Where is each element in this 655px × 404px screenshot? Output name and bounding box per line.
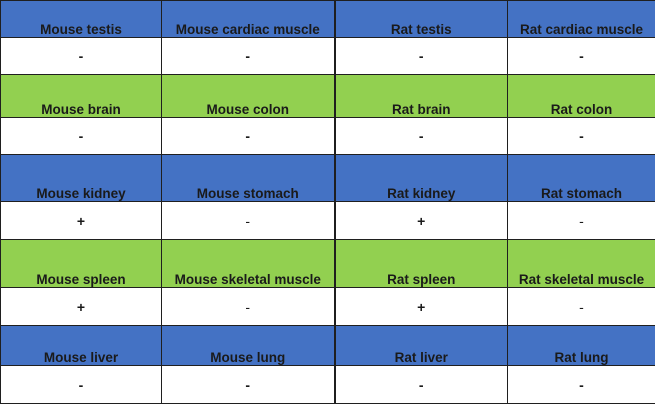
tissue-header-rat-skeletal-muscle: Rat skeletal muscle — [508, 240, 655, 288]
value-row: ---- — [1, 118, 655, 155]
tissue-header-rat-spleen: Rat spleen — [335, 240, 508, 288]
tissue-header-mouse-spleen: Mouse spleen — [1, 240, 162, 288]
tissue-header-mouse-stomach: Mouse stomach — [162, 155, 335, 202]
tissue-header-rat-colon: Rat colon — [508, 75, 655, 118]
value-row: +-+- — [1, 288, 655, 326]
expression-value-rat-testis: - — [335, 38, 508, 75]
expression-value-mouse-skeletal-muscle: - — [162, 288, 335, 326]
expression-value-rat-stomach: - — [508, 202, 655, 240]
tissue-header-mouse-testis: Mouse testis — [1, 1, 162, 38]
expression-value-mouse-stomach: - — [162, 202, 335, 240]
expression-value-rat-kidney: + — [335, 202, 508, 240]
tissue-header-mouse-cardiac-muscle: Mouse cardiac muscle — [162, 1, 335, 38]
tissue-header-rat-kidney: Rat kidney — [335, 155, 508, 202]
expression-value-mouse-colon: - — [162, 118, 335, 155]
expression-value-mouse-spleen: + — [1, 288, 162, 326]
expression-value-rat-spleen: + — [335, 288, 508, 326]
expression-value-rat-brain: - — [335, 118, 508, 155]
tissue-header-rat-cardiac-muscle: Rat cardiac muscle — [508, 1, 655, 38]
tissue-header-mouse-brain: Mouse brain — [1, 75, 162, 118]
value-row: ---- — [1, 366, 655, 404]
value-row: ---- — [1, 38, 655, 75]
tissue-header-mouse-kidney: Mouse kidney — [1, 155, 162, 202]
tissue-header-mouse-skeletal-muscle: Mouse skeletal muscle — [162, 240, 335, 288]
value-row: +-+- — [1, 202, 655, 240]
expression-value-mouse-cardiac-muscle: - — [162, 38, 335, 75]
tissue-header-rat-lung: Rat lung — [508, 326, 655, 366]
expression-value-rat-cardiac-muscle: - — [508, 38, 655, 75]
tissue-header-rat-liver: Rat liver — [335, 326, 508, 366]
expression-value-rat-lung: - — [508, 366, 655, 404]
expression-value-rat-liver: - — [335, 366, 508, 404]
tissue-header-rat-stomach: Rat stomach — [508, 155, 655, 202]
tissue-header-rat-testis: Rat testis — [335, 1, 508, 38]
tissue-header-mouse-lung: Mouse lung — [162, 326, 335, 366]
tissue-header-rat-brain: Rat brain — [335, 75, 508, 118]
tissue-header-mouse-colon: Mouse colon — [162, 75, 335, 118]
expression-value-rat-skeletal-muscle: - — [508, 288, 655, 326]
expression-value-mouse-brain: - — [1, 118, 162, 155]
expression-value-mouse-liver: - — [1, 366, 162, 404]
tissue-header-mouse-liver: Mouse liver — [1, 326, 162, 366]
expression-value-mouse-kidney: + — [1, 202, 162, 240]
expression-value-mouse-testis: - — [1, 38, 162, 75]
expression-value-rat-colon: - — [508, 118, 655, 155]
expression-value-mouse-lung: - — [162, 366, 335, 404]
